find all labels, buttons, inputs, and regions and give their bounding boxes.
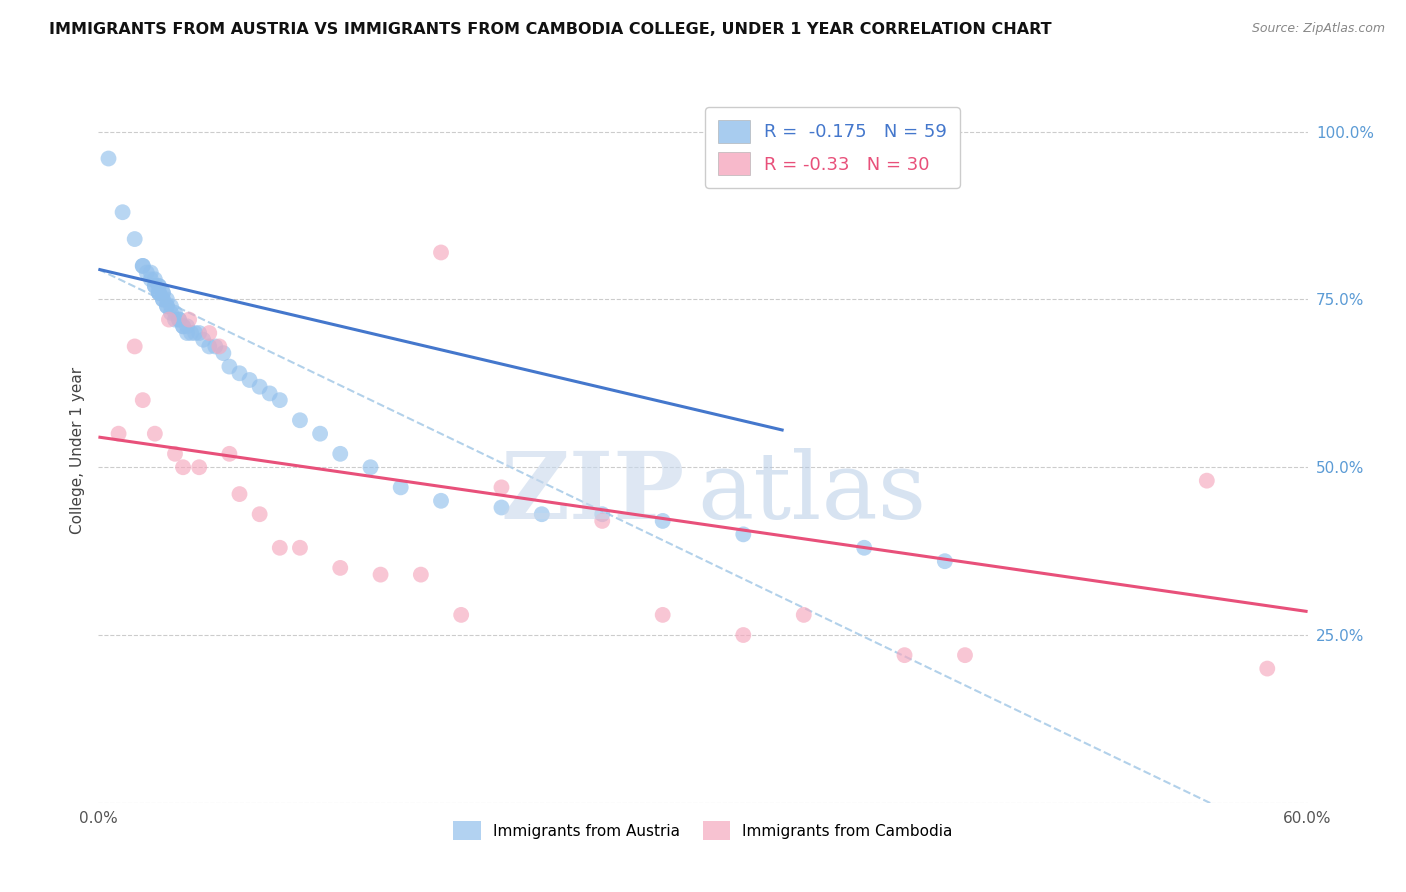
- Point: [135, 266, 157, 280]
- Text: ZIP: ZIP: [501, 448, 685, 538]
- Point: [148, 285, 170, 300]
- Point: [269, 541, 291, 555]
- Point: [450, 607, 472, 622]
- Point: [269, 393, 291, 408]
- Point: [184, 326, 207, 340]
- Point: [198, 339, 221, 353]
- Point: [132, 259, 155, 273]
- Point: [152, 293, 174, 307]
- Point: [97, 152, 120, 166]
- Point: [208, 339, 231, 353]
- Point: [163, 306, 186, 320]
- Point: [193, 333, 215, 347]
- Point: [167, 312, 190, 326]
- Point: [188, 460, 211, 475]
- Point: [893, 648, 915, 662]
- Point: [148, 279, 170, 293]
- Legend: Immigrants from Austria, Immigrants from Cambodia: Immigrants from Austria, Immigrants from…: [446, 814, 960, 848]
- Point: [132, 259, 155, 273]
- Point: [793, 607, 815, 622]
- Point: [430, 493, 453, 508]
- Point: [132, 393, 155, 408]
- Point: [491, 480, 513, 494]
- Point: [172, 319, 194, 334]
- Point: [157, 312, 180, 326]
- Point: [143, 279, 166, 293]
- Point: [167, 312, 190, 326]
- Point: [591, 507, 613, 521]
- Point: [143, 279, 166, 293]
- Point: [953, 648, 976, 662]
- Point: [733, 628, 755, 642]
- Point: [651, 514, 673, 528]
- Point: [651, 607, 673, 622]
- Point: [179, 312, 201, 326]
- Point: [139, 266, 162, 280]
- Point: [107, 426, 129, 441]
- Point: [124, 232, 146, 246]
- Point: [329, 447, 352, 461]
- Point: [591, 514, 613, 528]
- Point: [288, 541, 311, 555]
- Point: [249, 507, 271, 521]
- Point: [172, 319, 194, 334]
- Point: [329, 561, 352, 575]
- Point: [389, 480, 412, 494]
- Point: [228, 487, 250, 501]
- Point: [239, 373, 262, 387]
- Point: [249, 380, 271, 394]
- Point: [188, 326, 211, 340]
- Point: [160, 306, 183, 320]
- Point: [370, 567, 392, 582]
- Point: [156, 293, 179, 307]
- Y-axis label: College, Under 1 year: College, Under 1 year: [69, 367, 84, 534]
- Point: [156, 299, 179, 313]
- Point: [430, 245, 453, 260]
- Point: [176, 326, 198, 340]
- Point: [148, 285, 170, 300]
- Point: [152, 285, 174, 300]
- Point: [152, 285, 174, 300]
- Point: [204, 339, 226, 353]
- Point: [163, 312, 186, 326]
- Text: atlas: atlas: [697, 448, 927, 538]
- Point: [360, 460, 382, 475]
- Point: [148, 285, 170, 300]
- Point: [212, 346, 235, 360]
- Point: [530, 507, 553, 521]
- Point: [143, 426, 166, 441]
- Point: [733, 527, 755, 541]
- Point: [853, 541, 876, 555]
- Point: [139, 272, 162, 286]
- Point: [156, 299, 179, 313]
- Point: [160, 299, 183, 313]
- Point: [1195, 474, 1218, 488]
- Point: [198, 326, 221, 340]
- Point: [491, 500, 513, 515]
- Text: Source: ZipAtlas.com: Source: ZipAtlas.com: [1251, 22, 1385, 36]
- Point: [228, 366, 250, 380]
- Point: [143, 272, 166, 286]
- Point: [176, 319, 198, 334]
- Point: [309, 426, 332, 441]
- Point: [259, 386, 281, 401]
- Point: [172, 460, 194, 475]
- Text: IMMIGRANTS FROM AUSTRIA VS IMMIGRANTS FROM CAMBODIA COLLEGE, UNDER 1 YEAR CORREL: IMMIGRANTS FROM AUSTRIA VS IMMIGRANTS FR…: [49, 22, 1052, 37]
- Point: [124, 339, 146, 353]
- Point: [409, 567, 432, 582]
- Point: [218, 359, 240, 374]
- Point: [148, 279, 170, 293]
- Point: [111, 205, 134, 219]
- Point: [1256, 662, 1278, 676]
- Point: [218, 447, 240, 461]
- Point: [288, 413, 311, 427]
- Point: [152, 293, 174, 307]
- Point: [180, 326, 202, 340]
- Point: [934, 554, 956, 568]
- Point: [163, 447, 186, 461]
